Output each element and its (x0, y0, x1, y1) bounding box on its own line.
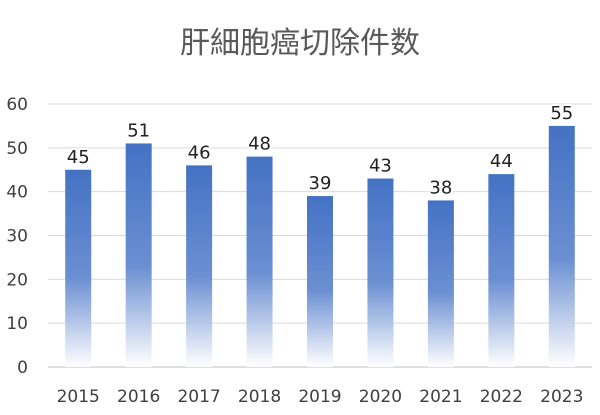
bar-2023 (548, 125, 575, 368)
bar-2015 (65, 169, 92, 367)
y-tick-label: 40 (6, 183, 28, 203)
x-tick-label-2020: 2020 (359, 387, 402, 407)
y-tick-label: 30 (6, 227, 28, 247)
y-tick-label: 10 (6, 314, 28, 334)
bar-2018 (246, 156, 273, 367)
data-label-2019: 39 (309, 173, 332, 194)
x-tick-label-2016: 2016 (117, 387, 160, 407)
data-label-2015: 45 (67, 147, 90, 168)
x-tick-label-2017: 2017 (177, 387, 220, 407)
x-tick-label-2019: 2019 (298, 387, 341, 407)
x-tick-label-2018: 2018 (238, 387, 281, 407)
bar-2019 (307, 196, 333, 367)
data-label-2021: 38 (429, 177, 452, 198)
chart-title: 肝細胞癌切除件数 (180, 26, 420, 61)
x-axis-ticks: 2015 2016 2017 2018 2019 2020 2021 2022 2023 (57, 387, 584, 407)
x-tick-label-2015: 2015 (57, 387, 100, 407)
data-label-2020: 43 (369, 156, 392, 177)
bar-2022 (488, 174, 515, 367)
data-labels: 45 51 46 48 39 43 38 44 55 (65, 101, 575, 201)
y-tick-label: 20 (6, 270, 28, 290)
bar-2017 (186, 165, 213, 367)
y-tick-label: 50 (6, 139, 28, 159)
y-tick-label: 0 (17, 358, 28, 378)
data-label-2017: 46 (188, 142, 211, 163)
bar-2021 (427, 200, 454, 367)
y-axis-ticks: 0 10 20 30 40 50 60 (6, 95, 28, 378)
data-label-2023: 55 (550, 103, 573, 124)
x-tick-label-2022: 2022 (480, 387, 523, 407)
x-tick-label-2021: 2021 (419, 387, 462, 407)
data-label-2016: 51 (127, 120, 150, 141)
data-label-2022: 44 (490, 151, 513, 172)
x-tick-label-2023: 2023 (540, 387, 583, 407)
y-tick-label: 60 (6, 95, 28, 115)
bar-2020 (367, 178, 394, 367)
bars (65, 125, 575, 368)
data-label-2018: 48 (248, 134, 271, 155)
bar-2016 (125, 143, 152, 367)
